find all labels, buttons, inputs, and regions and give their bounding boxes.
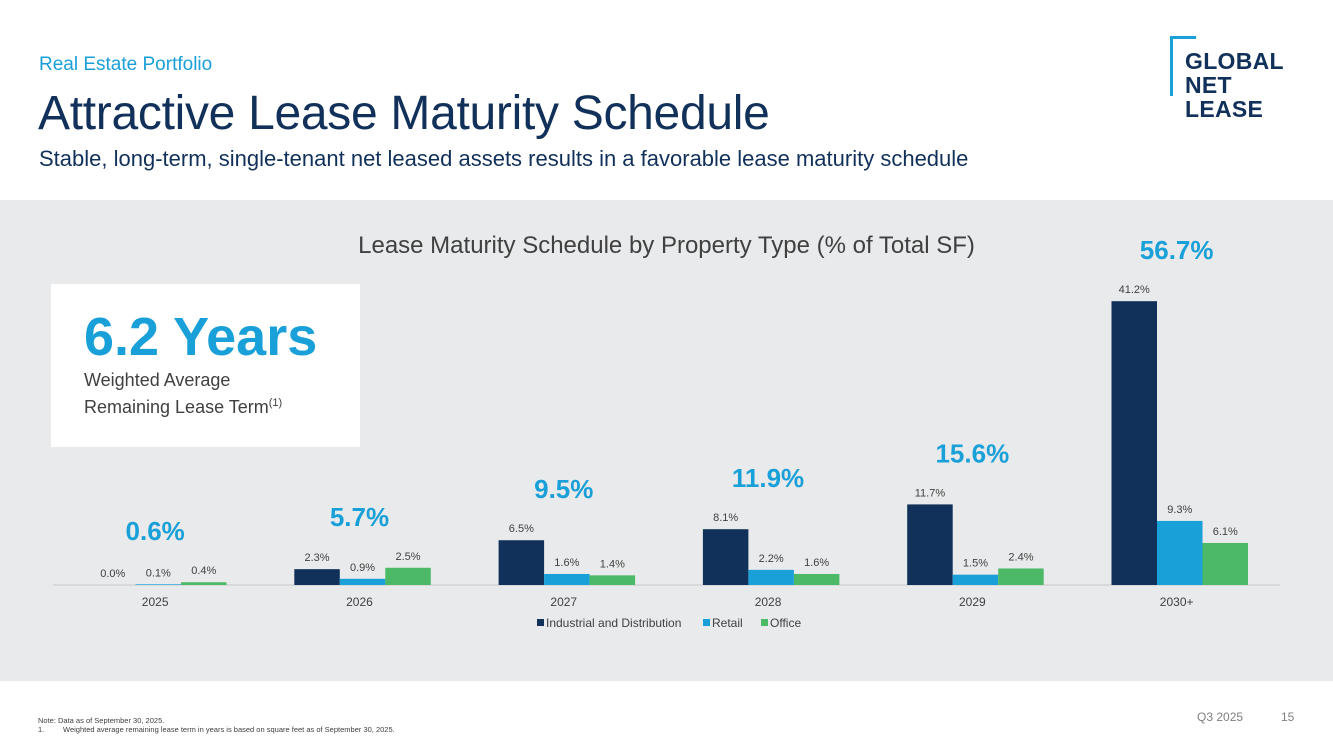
x-tick-label-2030+: 2030+ xyxy=(1160,595,1194,609)
page-subtitle: Stable, long-term, single-tenant net lea… xyxy=(39,146,969,171)
logo-line-1: GLOBAL xyxy=(1185,48,1284,74)
x-tick-label-2029: 2029 xyxy=(959,595,986,609)
x-tick-label-2025: 2025 xyxy=(142,595,169,609)
chart-title: Lease Maturity Schedule by Property Type… xyxy=(358,232,975,259)
legend-label-0: Industrial and Distribution xyxy=(546,616,681,630)
page-title: Attractive Lease Maturity Schedule xyxy=(38,87,770,140)
footnote-1-text: Weighted average remaining lease term in… xyxy=(63,725,395,734)
data-label-2027-0: 6.5% xyxy=(509,523,534,535)
data-label-2028-1: 2.2% xyxy=(759,553,784,565)
data-label-2030+-0: 41.2% xyxy=(1119,284,1150,296)
footnote-ref: (1) xyxy=(268,397,283,409)
bar-2030+-0 xyxy=(1111,301,1157,585)
data-label-2025-1: 0.1% xyxy=(146,567,171,579)
logo-accent-bar xyxy=(1170,36,1173,96)
data-label-2027-1: 1.6% xyxy=(554,557,579,569)
data-label-2029-1: 1.5% xyxy=(963,558,988,570)
legend-swatch-2 xyxy=(761,619,768,626)
x-tick-label-2028: 2028 xyxy=(755,595,782,609)
legend-swatch-1 xyxy=(703,619,710,626)
total-label-2025: 0.6% xyxy=(126,516,185,546)
footnote-1: 1. Weighted average remaining lease term … xyxy=(38,725,395,734)
legend-label-1: Retail xyxy=(712,616,743,630)
data-label-2028-2: 1.6% xyxy=(804,557,829,569)
footer-period: Q3 2025 xyxy=(1197,710,1244,724)
bar-2029-1 xyxy=(952,574,999,585)
data-label-2028-0: 8.1% xyxy=(713,512,738,524)
bar-2028-0 xyxy=(702,529,749,585)
bar-2025-1 xyxy=(135,584,181,585)
wale-label-line-2: Remaining Lease Term(1) xyxy=(84,392,282,419)
bar-2027-0 xyxy=(498,540,545,585)
footnote-note: Note: Data as of September 30, 2025. xyxy=(38,716,165,725)
bar-2030+-2 xyxy=(1202,542,1248,585)
data-label-2025-0: 0.0% xyxy=(100,568,125,580)
bar-2026-1 xyxy=(339,578,386,585)
section-label: Real Estate Portfolio xyxy=(39,54,213,75)
data-label-2030+-1: 9.3% xyxy=(1167,504,1192,516)
data-label-2026-0: 2.3% xyxy=(305,552,330,564)
x-tick-label-2026: 2026 xyxy=(346,595,373,609)
data-label-2029-0: 11.7% xyxy=(915,487,946,499)
bar-2030+-1 xyxy=(1157,520,1203,585)
legend-label-2: Office xyxy=(770,616,801,630)
bar-2028-2 xyxy=(793,573,840,585)
data-label-2030+-2: 6.1% xyxy=(1213,526,1238,538)
bar-2027-1 xyxy=(544,573,590,585)
logo-text: GLOBAL NET LEASE xyxy=(1185,49,1284,121)
total-label-2030+: 56.7% xyxy=(1140,235,1214,265)
total-label-2027: 9.5% xyxy=(534,474,593,504)
total-label-2028: 11.9% xyxy=(732,463,804,493)
bar-2029-2 xyxy=(998,568,1044,585)
legend-swatch-0 xyxy=(537,619,544,626)
logo-line-2: NET xyxy=(1185,72,1232,98)
data-label-2029-2: 2.4% xyxy=(1008,551,1033,563)
x-tick-label-2027: 2027 xyxy=(550,595,577,609)
page-number: 15 xyxy=(1281,710,1295,724)
logo-accent-top xyxy=(1170,36,1196,39)
footnotes: Note: Data as of September 30, 2025. 1. W… xyxy=(38,716,395,734)
data-label-2027-2: 1.4% xyxy=(600,558,625,570)
wale-description: Weighted Average Remaining Lease Term(1) xyxy=(84,369,282,419)
footnote-1-number: 1. xyxy=(38,725,45,734)
logo-line-3: LEASE xyxy=(1185,96,1264,122)
wale-value: 6.2 Years xyxy=(84,307,318,367)
bar-2026-0 xyxy=(294,569,340,585)
bar-2025-2 xyxy=(181,582,227,585)
wale-label-line-1: Weighted Average xyxy=(84,370,231,390)
total-label-2026: 5.7% xyxy=(330,502,389,532)
bar-2029-0 xyxy=(907,504,953,585)
wale-label-text: Remaining Lease Term xyxy=(84,397,269,417)
global-net-lease-logo: GLOBAL NET LEASE xyxy=(1170,36,1300,126)
data-label-2025-2: 0.4% xyxy=(191,565,216,577)
wale-callout: 6.2 Years Weighted Average Remaining Lea… xyxy=(51,284,360,447)
bar-2026-2 xyxy=(385,567,431,585)
bar-2027-2 xyxy=(589,575,636,585)
data-label-2026-1: 0.9% xyxy=(350,562,375,574)
data-label-2026-2: 2.5% xyxy=(396,551,421,563)
lease-maturity-chart: 0.0% 0.1% 0.4% 2025 0.6% 2.3% 0.9% 2.5% 2026 5.7%… xyxy=(53,235,1280,630)
total-label-2029: 15.6% xyxy=(935,438,1009,468)
bar-2028-1 xyxy=(748,569,794,585)
